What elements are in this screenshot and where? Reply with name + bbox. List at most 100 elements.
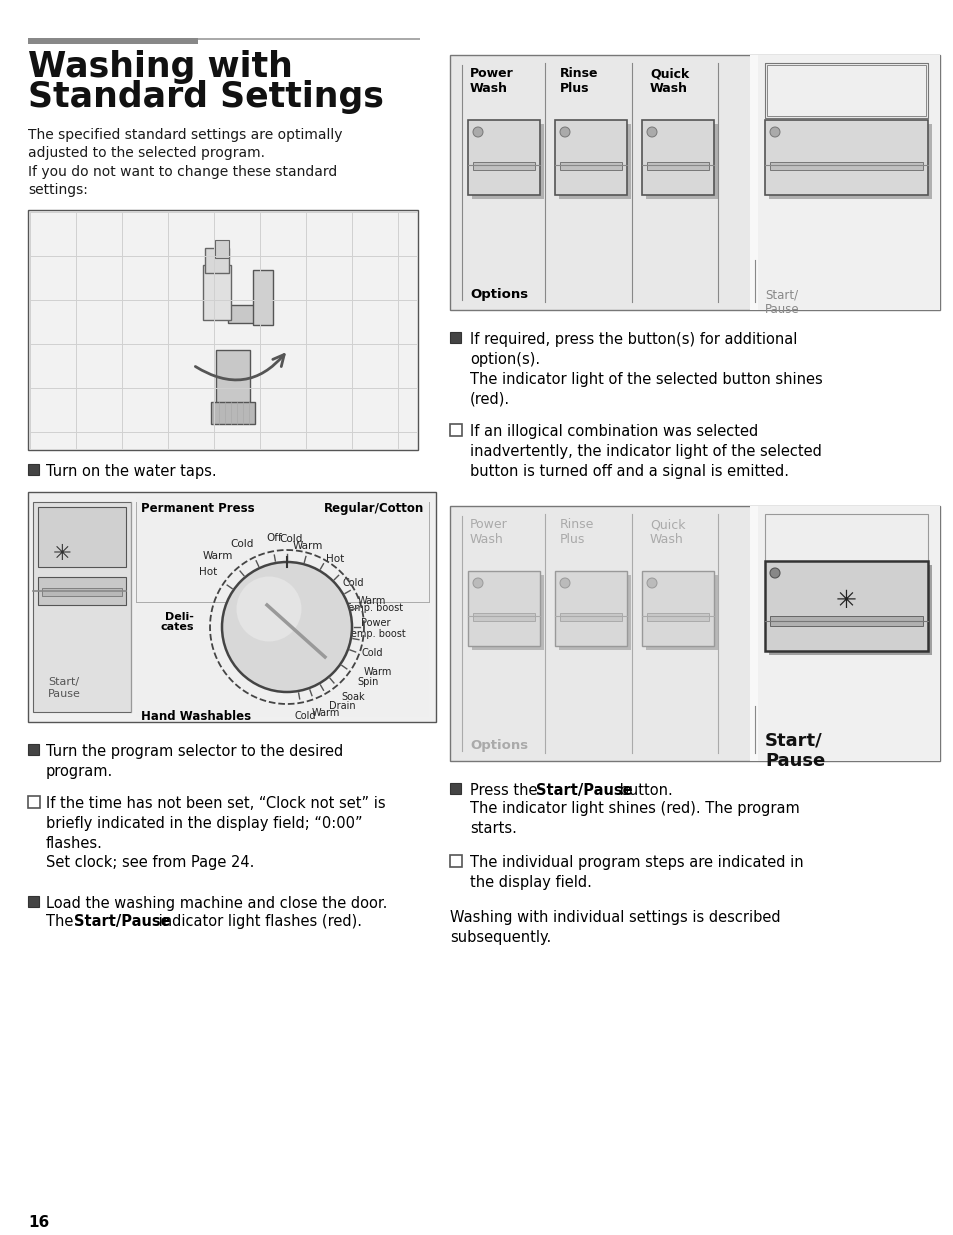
Text: Rinse
Plus: Rinse Plus (559, 67, 598, 95)
Text: Warm: Warm (357, 597, 386, 606)
Bar (645, 576, 718, 650)
Bar (450, 783, 460, 794)
Circle shape (473, 127, 482, 137)
Text: Power
temp. boost: Power temp. boost (346, 619, 405, 638)
FancyArrowPatch shape (195, 354, 284, 380)
Text: Off: Off (266, 534, 282, 543)
Bar (472, 576, 543, 650)
Bar (33, 501, 131, 713)
Text: Start/
Pause: Start/ Pause (48, 677, 81, 699)
Bar (764, 63, 927, 119)
Circle shape (473, 578, 482, 588)
Text: If an illogical combination was selected
inadvertently, the indicator light of t: If an illogical combination was selected… (470, 424, 821, 479)
Text: Power
Wash: Power Wash (470, 517, 507, 546)
Bar (215, 350, 250, 420)
Text: Washing with individual settings is described
subsequently.: Washing with individual settings is desc… (450, 910, 780, 945)
Text: Cold: Cold (294, 710, 316, 721)
Bar (749, 56, 758, 310)
Bar (764, 561, 927, 651)
Text: The specified standard settings are optimally
adjusted to the selected program.
: The specified standard settings are opti… (28, 128, 342, 198)
Circle shape (559, 127, 569, 137)
Circle shape (769, 127, 780, 137)
Text: Hot: Hot (326, 553, 344, 564)
Text: Start/Pause: Start/Pause (536, 783, 632, 798)
Bar (646, 613, 708, 621)
Text: Options: Options (470, 739, 528, 752)
Bar (555, 120, 626, 195)
Circle shape (559, 578, 569, 588)
Bar (769, 616, 923, 626)
Bar (749, 56, 939, 310)
Bar (558, 124, 630, 199)
Bar (473, 613, 535, 621)
Bar (749, 506, 758, 761)
Bar (450, 506, 939, 761)
Bar (646, 162, 708, 170)
Text: Turn on the water taps.: Turn on the water taps. (46, 464, 216, 479)
Bar (769, 162, 923, 170)
Bar (28, 464, 39, 475)
Text: Permanent Press: Permanent Press (141, 501, 254, 515)
Bar (468, 571, 539, 646)
Bar (214, 240, 229, 258)
Bar (38, 577, 126, 605)
Bar (450, 424, 461, 436)
Text: Temp. boost: Temp. boost (344, 604, 403, 614)
Bar (645, 124, 718, 199)
Bar (768, 124, 931, 199)
Bar (473, 162, 535, 170)
Text: Press the: Press the (470, 783, 541, 798)
Text: Drain: Drain (329, 700, 355, 710)
Text: Start/
Pause: Start/ Pause (764, 288, 799, 316)
Text: The individual program steps are indicated in
the display field.: The individual program steps are indicat… (470, 855, 802, 889)
Bar (450, 332, 460, 343)
Text: Power
Wash: Power Wash (470, 67, 514, 95)
Bar (468, 120, 539, 195)
Text: button.: button. (615, 783, 672, 798)
Bar (749, 506, 939, 761)
Bar (203, 266, 231, 320)
Text: Cold: Cold (279, 535, 302, 545)
Bar (28, 743, 39, 755)
Text: Warm: Warm (293, 541, 323, 551)
Text: ✳: ✳ (835, 589, 856, 613)
Bar (253, 270, 273, 325)
Bar (559, 613, 621, 621)
Text: Quick
Wash: Quick Wash (649, 517, 685, 546)
Text: Load the washing machine and close the door.: Load the washing machine and close the d… (46, 897, 387, 911)
Text: ✳: ✳ (53, 543, 71, 564)
Bar (450, 56, 939, 310)
Text: If required, press the button(s) for additional
option(s).
The indicator light o: If required, press the button(s) for add… (470, 332, 821, 406)
Bar (28, 210, 417, 450)
Text: Deli-
cates: Deli- cates (160, 611, 193, 632)
Text: Turn the program selector to the desired
program.: Turn the program selector to the desired… (46, 743, 343, 779)
Bar (42, 588, 122, 597)
Text: Cold: Cold (230, 540, 253, 550)
Text: Washing with: Washing with (28, 49, 293, 84)
Text: Hand Washables: Hand Washables (141, 710, 251, 722)
Bar (768, 564, 931, 655)
Text: indicator light flashes (red).: indicator light flashes (red). (153, 914, 361, 929)
Text: Regular/Cotton: Regular/Cotton (323, 501, 423, 515)
Text: Standard Settings: Standard Settings (28, 80, 383, 114)
Text: If the time has not been set, “Clock not set” is
briefly indicated in the displa: If the time has not been set, “Clock not… (46, 797, 385, 871)
Bar (555, 571, 626, 646)
Text: Warm: Warm (364, 667, 392, 677)
Text: Cold: Cold (342, 578, 364, 588)
Text: Soak: Soak (341, 692, 365, 703)
Circle shape (646, 578, 657, 588)
Text: The: The (46, 914, 78, 929)
Text: The indicator light shines (red). The program
starts.: The indicator light shines (red). The pr… (470, 802, 799, 836)
Bar (28, 797, 40, 808)
Text: Options: Options (470, 288, 528, 301)
Text: Hot: Hot (198, 567, 216, 577)
Bar (28, 38, 198, 44)
Bar (28, 897, 39, 906)
Bar (28, 492, 436, 722)
Text: Warm: Warm (203, 551, 233, 561)
Circle shape (646, 127, 657, 137)
Bar (136, 496, 429, 718)
Bar (766, 65, 925, 116)
Bar (38, 508, 126, 567)
Text: Start/Pause: Start/Pause (74, 914, 171, 929)
